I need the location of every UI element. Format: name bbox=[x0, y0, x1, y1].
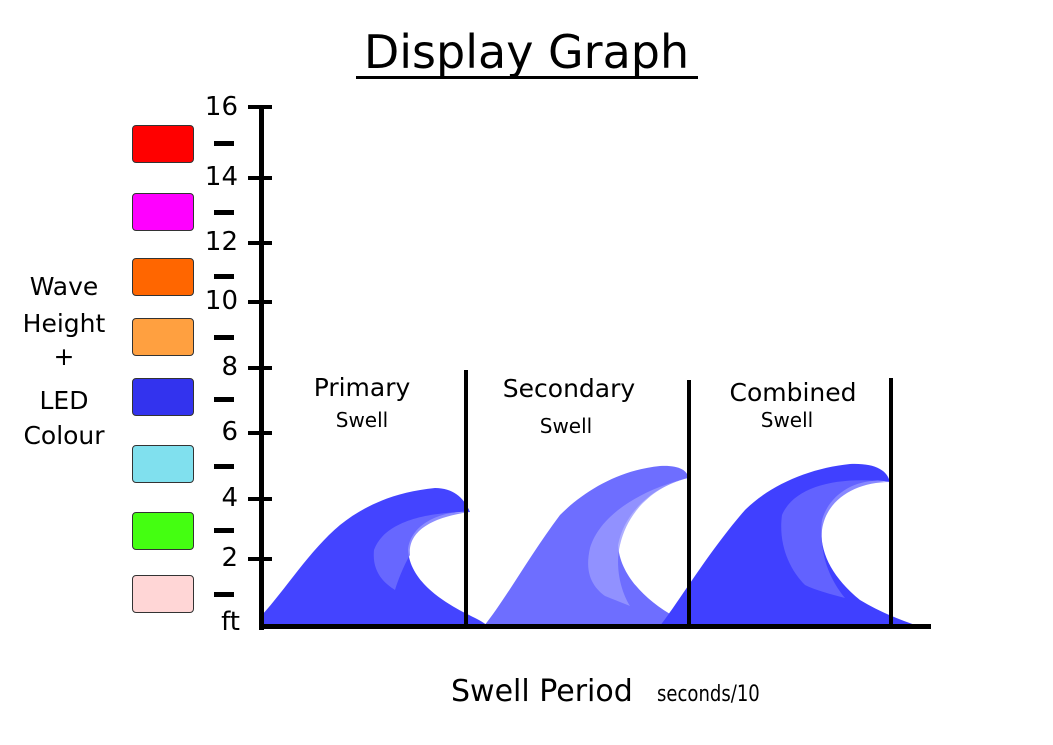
y-minor-tick bbox=[214, 210, 234, 215]
y-tick-label-10: 10 bbox=[204, 286, 238, 316]
y-tick-label-8: 8 bbox=[221, 352, 238, 382]
side-label-line-4: LED bbox=[39, 386, 89, 415]
x-axis-unit: seconds/10 bbox=[657, 682, 760, 707]
y-minor-tick bbox=[214, 528, 234, 533]
y-tick-label-12: 12 bbox=[204, 227, 238, 257]
y-minor-tick bbox=[214, 335, 234, 340]
y-tick-label-6: 6 bbox=[221, 417, 238, 447]
combined-panel-title: Combined bbox=[729, 378, 857, 407]
y-tick-label-16: 16 bbox=[204, 92, 238, 122]
side-label-line-5: Colour bbox=[23, 421, 105, 450]
y-minor-tick bbox=[214, 592, 234, 597]
combined-panel-subtitle: Swell bbox=[760, 408, 814, 432]
x-axis bbox=[259, 624, 931, 629]
y-tick-label-14: 14 bbox=[204, 162, 238, 192]
swatch-blue bbox=[132, 378, 194, 416]
swatch-cyan bbox=[132, 445, 194, 483]
y-minor-tick bbox=[214, 274, 234, 279]
swatch-pink bbox=[132, 575, 194, 613]
secondary-wave-body bbox=[484, 465, 692, 626]
y-minor-tick bbox=[214, 397, 234, 402]
primary-panel-title: Primary bbox=[313, 373, 411, 402]
panel-divider-combined bbox=[889, 378, 893, 628]
secondary-wave-curl bbox=[588, 478, 688, 606]
swatch-light-orange bbox=[132, 318, 194, 356]
primary-panel-subtitle: Swell bbox=[335, 408, 389, 432]
y-axis bbox=[259, 106, 264, 630]
secondary-panel-subtitle: Swell bbox=[539, 414, 593, 438]
y-tick-label-2: 2 bbox=[221, 543, 238, 573]
secondary-wave bbox=[484, 465, 692, 626]
swatch-orange bbox=[132, 258, 194, 296]
title-underline bbox=[356, 76, 698, 79]
panel-divider-primary bbox=[464, 370, 468, 628]
swatch-magenta bbox=[132, 193, 194, 231]
page-title: Display Graph bbox=[363, 25, 690, 79]
swatch-red bbox=[132, 125, 194, 163]
y-axis-unit: ft bbox=[221, 607, 240, 637]
side-label-line-2: Height bbox=[22, 309, 106, 338]
combined-wave-curl bbox=[781, 480, 890, 598]
panel-divider-secondary bbox=[687, 380, 691, 628]
y-minor-tick bbox=[214, 141, 234, 146]
side-label-line-3: + bbox=[53, 342, 75, 371]
y-minor-tick bbox=[214, 464, 234, 469]
primary-wave-curl bbox=[373, 512, 470, 590]
primary-wave bbox=[262, 488, 488, 626]
side-label-line-1: Wave bbox=[29, 272, 99, 301]
secondary-panel-title: Secondary bbox=[502, 374, 636, 403]
x-axis-label: Swell Period bbox=[451, 674, 633, 709]
swatch-green bbox=[132, 512, 194, 550]
combined-wave bbox=[660, 463, 918, 626]
y-tick-label-4: 4 bbox=[221, 483, 238, 513]
